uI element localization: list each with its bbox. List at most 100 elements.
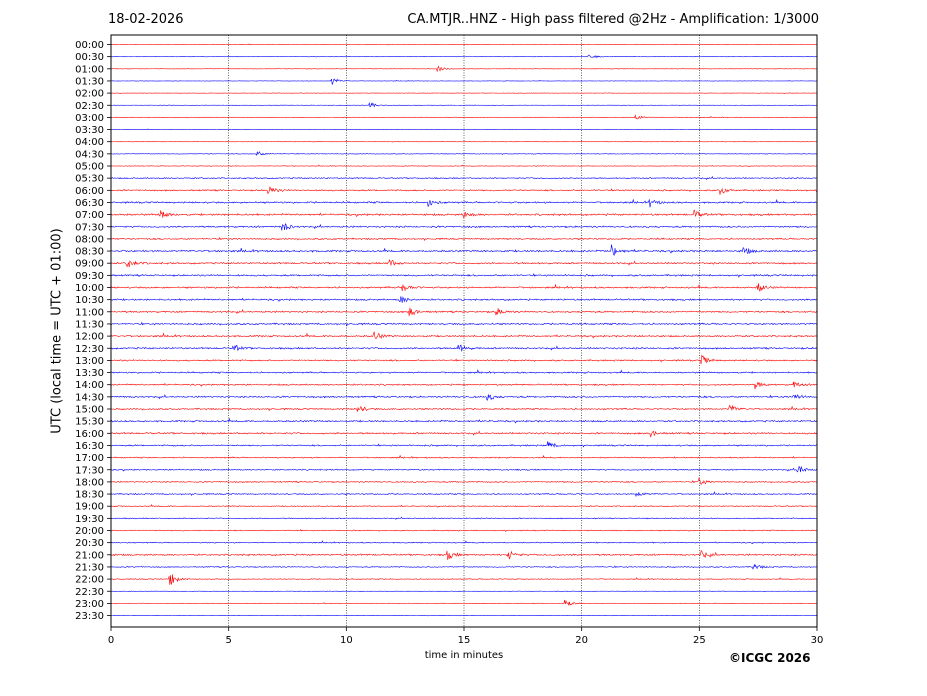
- plot-date: 18-02-2026: [108, 12, 184, 27]
- y-tick-label: 14:30: [75, 392, 104, 403]
- trace-1800: [110, 477, 817, 485]
- trace-0100: [110, 65, 817, 72]
- trace-2130: [110, 563, 817, 570]
- y-tick-label: 15:30: [75, 417, 104, 428]
- x-axis-label: time in minutes: [424, 650, 504, 661]
- trace-1030: [110, 296, 817, 303]
- x-tick-label: 25: [693, 635, 706, 646]
- y-tick-label: 02:00: [75, 89, 104, 100]
- x-tick-label: 10: [340, 635, 353, 646]
- trace-1830: [110, 491, 817, 498]
- trace-1000: [110, 283, 817, 292]
- y-tick-label: 11:00: [75, 307, 104, 318]
- y-tick-label: 23:00: [75, 599, 104, 610]
- trace-2330: [110, 614, 817, 617]
- trace-0400: [110, 140, 817, 143]
- trace-2300: [110, 599, 817, 606]
- trace-2100: [110, 550, 817, 560]
- y-tick-label: 08:30: [75, 247, 104, 258]
- x-tick-label: 0: [108, 635, 114, 646]
- trace-1400: [110, 381, 817, 390]
- y-tick-label: 09:30: [75, 271, 104, 282]
- x-tick-label: 5: [225, 635, 231, 646]
- y-tick-label: 13:00: [75, 356, 104, 367]
- y-tick-label: 20:30: [75, 538, 104, 549]
- y-tick-label: 04:00: [75, 137, 104, 148]
- trace-1500: [110, 404, 817, 412]
- y-tick-label: 01:00: [75, 64, 104, 75]
- y-tick-label: 08:00: [75, 234, 104, 245]
- y-tick-label: 07:30: [75, 222, 104, 233]
- y-tick-label: 01:30: [75, 76, 104, 87]
- y-tick-label: 00:30: [75, 52, 104, 63]
- trace-0430: [110, 151, 817, 156]
- trace-2230: [110, 590, 817, 592]
- trace-0030: [110, 54, 817, 59]
- trace-2030: [110, 540, 817, 545]
- y-tick-label: 17:00: [75, 453, 104, 464]
- y-tick-label: 18:00: [75, 477, 104, 488]
- y-tick-label: 03:30: [75, 125, 104, 136]
- y-tick-label: 05:00: [75, 162, 104, 173]
- y-tick-label: 19:00: [75, 502, 104, 513]
- trace-0800: [110, 236, 817, 241]
- y-tick-label: 21:00: [75, 550, 104, 561]
- trace-1200: [110, 331, 817, 340]
- y-tick-label: 23:30: [75, 611, 104, 622]
- trace-1900: [110, 503, 817, 508]
- trace-0200: [110, 92, 817, 94]
- trace-0300: [110, 114, 817, 120]
- trace-2200: [110, 574, 817, 585]
- trace-1100: [110, 307, 817, 317]
- y-tick-label: 13:30: [75, 368, 104, 379]
- y-tick-label: 22:00: [75, 575, 104, 586]
- x-tick-label: 20: [575, 635, 588, 646]
- copyright-credit: ©ICGC 2026: [729, 651, 811, 665]
- trace-0600: [110, 186, 817, 195]
- trace-0730: [110, 223, 817, 231]
- trace-0230: [110, 101, 817, 108]
- y-tick-label: 07:00: [75, 210, 104, 221]
- y-tick-label: 17:30: [75, 465, 104, 476]
- trace-0500: [110, 164, 817, 167]
- y-tick-label: 00:00: [75, 40, 104, 51]
- y-tick-label: 04:30: [75, 149, 104, 160]
- y-tick-label: 19:30: [75, 514, 104, 525]
- trace-0530: [110, 175, 817, 180]
- y-tick-label: 10:30: [75, 295, 104, 306]
- trace-1930: [110, 516, 817, 520]
- y-tick-label: 10:00: [75, 283, 104, 294]
- y-axis-label: UTC (local time = UTC + 01:00): [49, 228, 65, 434]
- trace-1630: [110, 441, 817, 448]
- y-tick-label: 22:30: [75, 587, 104, 598]
- trace-0830: [110, 244, 817, 256]
- y-tick-label: 14:00: [75, 380, 104, 391]
- trace-0330: [110, 128, 817, 131]
- y-tick-label: 09:00: [75, 259, 104, 270]
- trace-1330: [110, 369, 817, 374]
- y-tick-label: 20:00: [75, 526, 104, 537]
- y-tick-label: 18:30: [75, 490, 104, 501]
- plot-title: CA.MTJR..HNZ - High pass filtered @2Hz -…: [407, 12, 819, 27]
- trace-1600: [110, 430, 817, 438]
- y-tick-label: 21:30: [75, 562, 104, 573]
- trace-1730: [110, 465, 817, 473]
- trace-0630: [110, 198, 817, 208]
- trace-1530: [110, 417, 817, 424]
- trace-1430: [110, 394, 817, 401]
- y-tick-label: 06:00: [75, 186, 104, 197]
- y-tick-label: 15:00: [75, 405, 104, 416]
- trace-2000: [110, 529, 817, 533]
- y-tick-label: 02:30: [75, 101, 104, 112]
- trace-0000: [110, 43, 817, 46]
- trace-0900: [110, 259, 817, 268]
- y-tick-label: 05:30: [75, 174, 104, 185]
- y-tick-label: 06:30: [75, 198, 104, 209]
- trace-0700: [110, 209, 817, 219]
- trace-1130: [110, 321, 817, 327]
- y-tick-label: 03:00: [75, 113, 104, 124]
- trace-1700: [110, 454, 817, 459]
- trace-0930: [110, 273, 817, 278]
- x-tick-label: 15: [458, 635, 471, 646]
